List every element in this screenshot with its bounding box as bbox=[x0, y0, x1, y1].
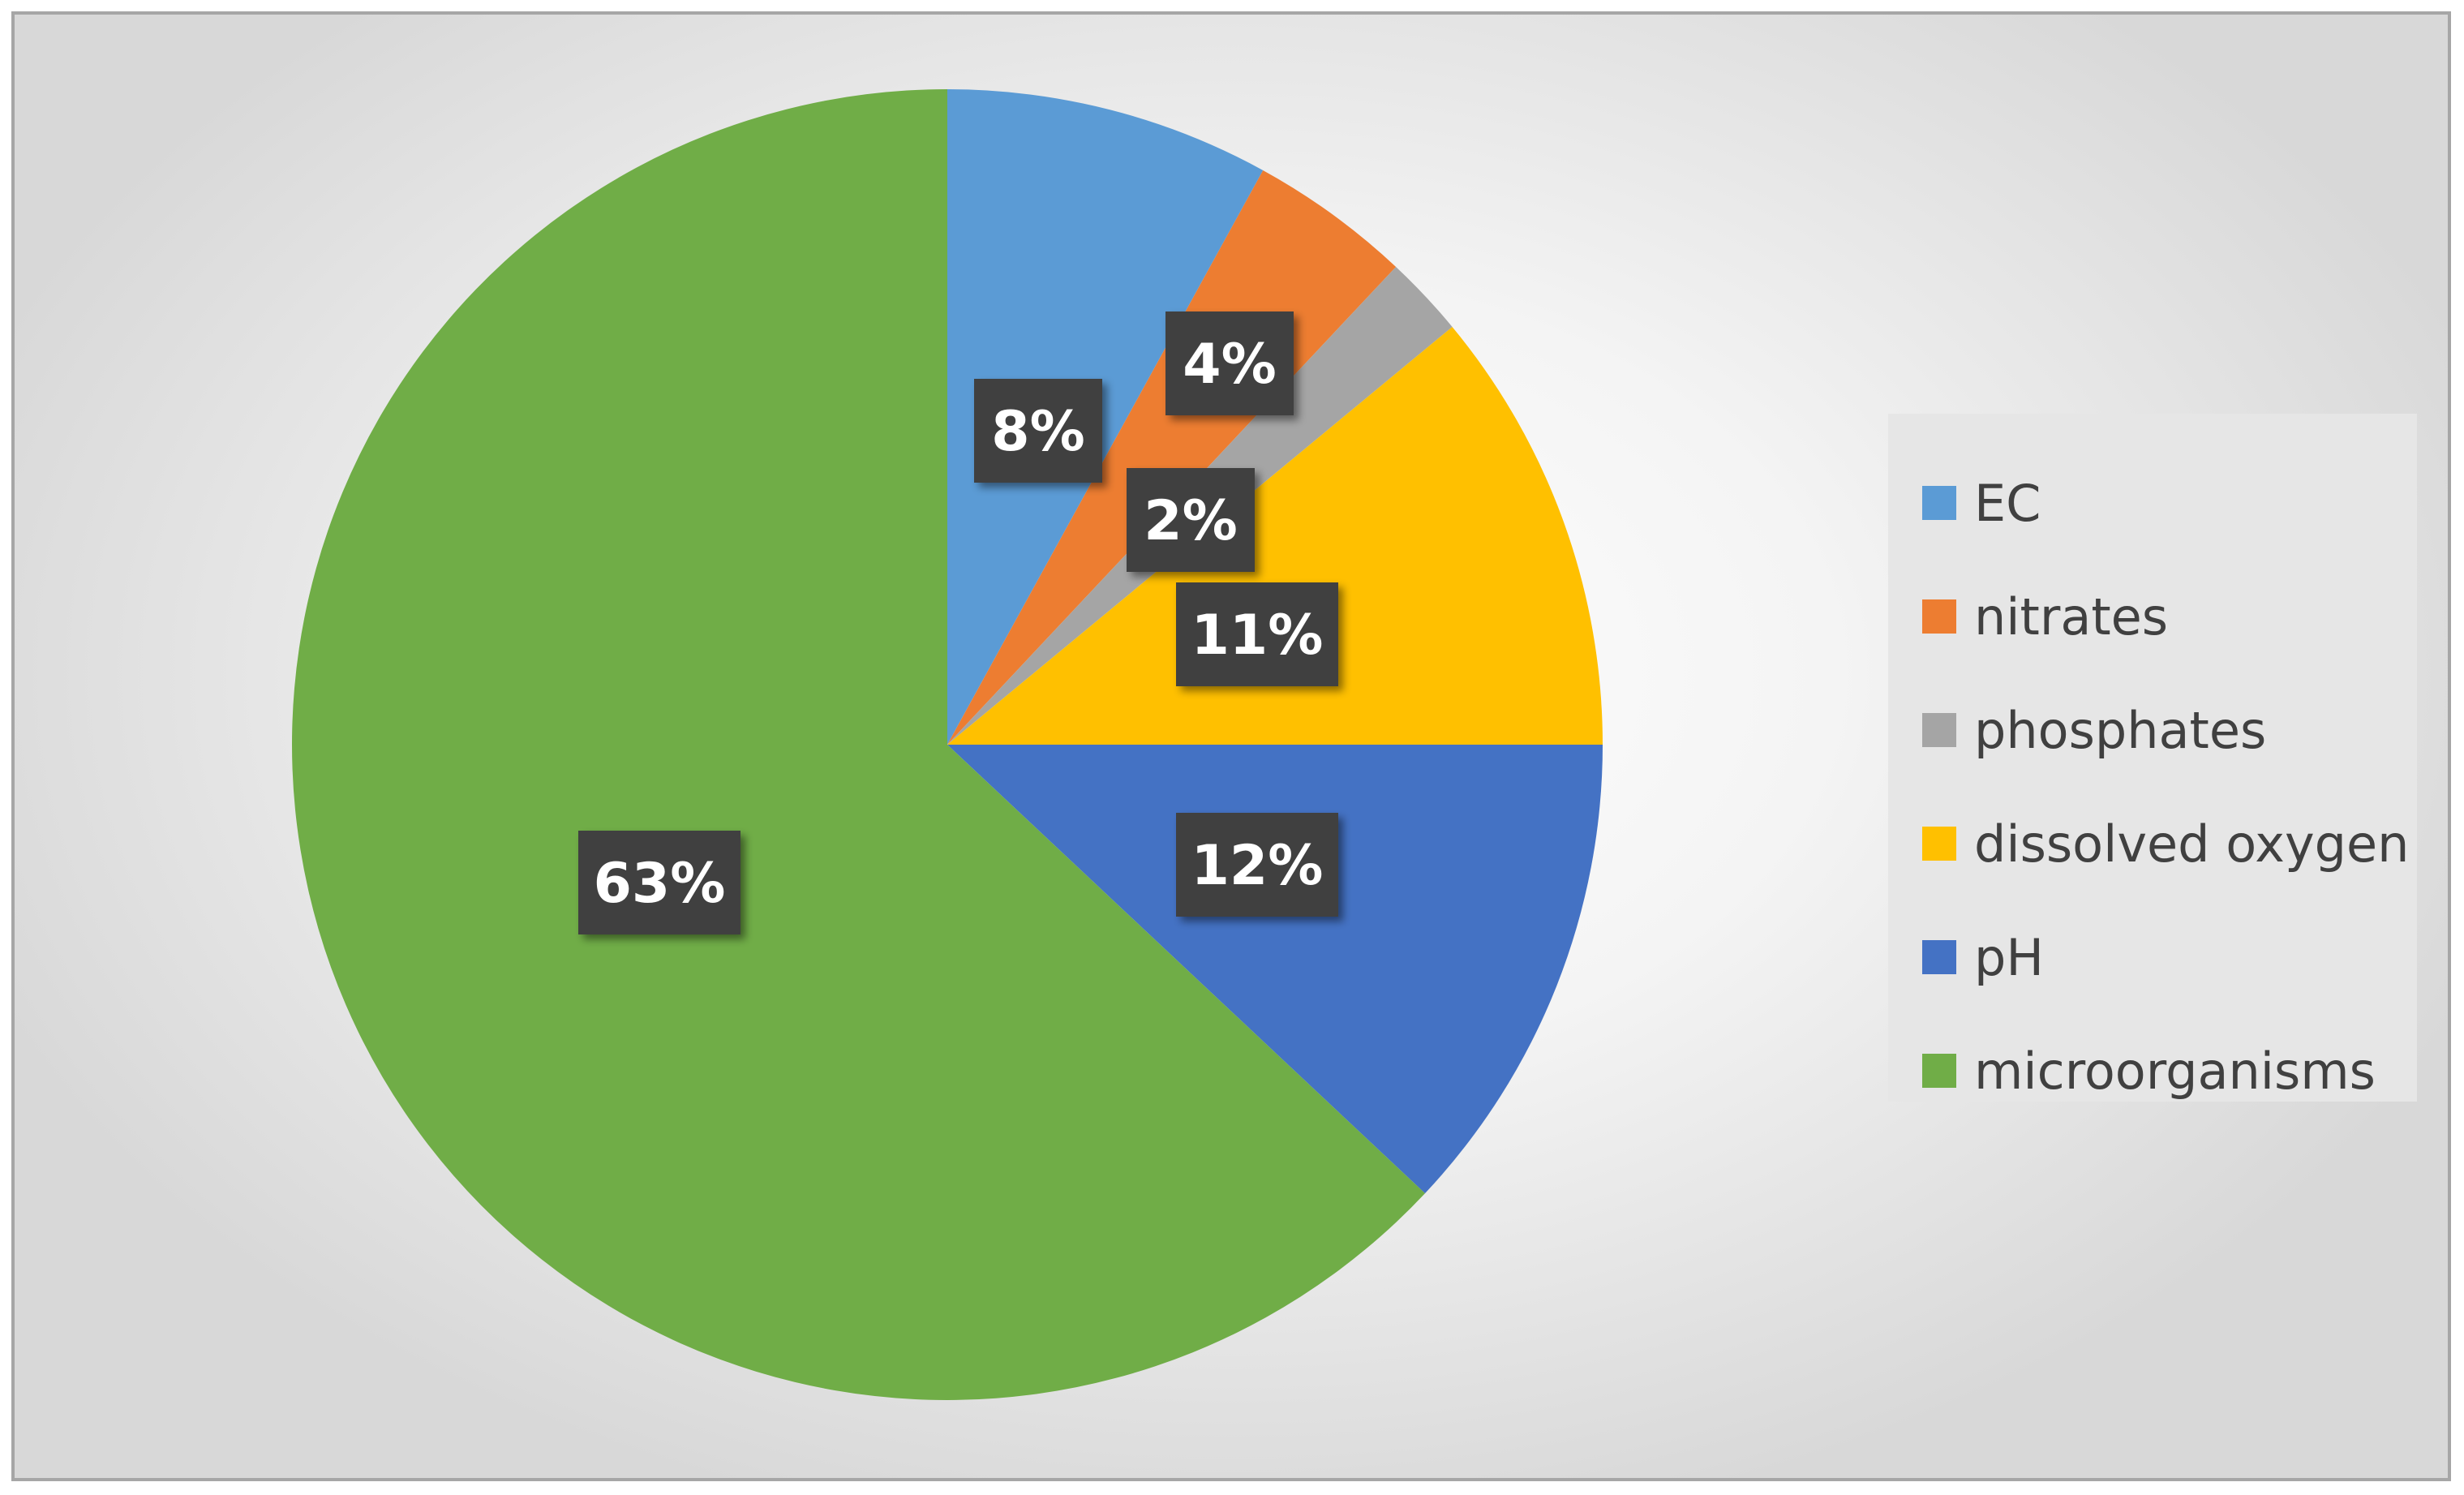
pie-data-labels: 8% 4% 2% 11% 12% 63% bbox=[578, 311, 1338, 934]
data-label-box bbox=[1165, 311, 1294, 415]
pie-slices bbox=[291, 89, 1603, 1401]
legend-item: microorganisms bbox=[1922, 1014, 2417, 1128]
data-label: 2% bbox=[1127, 468, 1255, 572]
data-label-box bbox=[1176, 813, 1338, 917]
legend-label: EC bbox=[1974, 473, 2041, 533]
data-label-text: 63% bbox=[594, 852, 726, 916]
data-label: 4% bbox=[1165, 311, 1294, 415]
legend-item: phosphates bbox=[1922, 673, 2417, 787]
legend-item: dissolved oxygen bbox=[1922, 787, 2417, 900]
data-label-text: 11% bbox=[1191, 604, 1324, 668]
data-label-text: 12% bbox=[1191, 834, 1324, 898]
data-label: 8% bbox=[974, 379, 1102, 483]
data-label: 11% bbox=[1176, 582, 1338, 686]
legend-label: nitrates bbox=[1974, 586, 2169, 647]
legend: EC nitrates phosphates dissolved oxygen … bbox=[1888, 414, 2417, 1102]
legend-swatch bbox=[1922, 486, 1956, 520]
legend-label: dissolved oxygen bbox=[1974, 814, 2410, 874]
data-label: 63% bbox=[578, 831, 740, 934]
legend-swatch bbox=[1922, 1054, 1956, 1088]
legend-label: pH bbox=[1974, 927, 2044, 987]
data-label: 12% bbox=[1176, 813, 1338, 917]
data-label-text: 4% bbox=[1183, 333, 1276, 397]
legend-swatch bbox=[1922, 713, 1956, 747]
legend-swatch bbox=[1922, 940, 1956, 974]
data-label-box bbox=[1127, 468, 1255, 572]
legend-item: EC bbox=[1922, 446, 2417, 560]
pie-slice-ph bbox=[947, 745, 1603, 1194]
legend-item: nitrates bbox=[1922, 560, 2417, 673]
pie-slice-dissolved-oxygen bbox=[947, 326, 1603, 745]
legend-label: microorganisms bbox=[1974, 1041, 2376, 1101]
pie-slice-microorganisms bbox=[291, 89, 1426, 1401]
chart-area: 8% 4% 2% 11% 12% 63% EC nitrates phosphates d… bbox=[11, 11, 2451, 1481]
legend-label: phosphates bbox=[1974, 700, 2267, 760]
legend-item: pH bbox=[1922, 900, 2417, 1014]
data-label-box bbox=[974, 379, 1102, 483]
data-label-box bbox=[578, 831, 740, 934]
pie-slice-ec bbox=[947, 89, 1264, 745]
pie-chart: 8% 4% 2% 11% 12% 63% bbox=[291, 89, 1603, 1401]
legend-swatch bbox=[1922, 827, 1956, 861]
data-label-text: 8% bbox=[991, 400, 1084, 464]
data-label-box bbox=[1176, 582, 1338, 686]
legend-swatch bbox=[1922, 599, 1956, 634]
data-label-text: 2% bbox=[1144, 489, 1237, 553]
